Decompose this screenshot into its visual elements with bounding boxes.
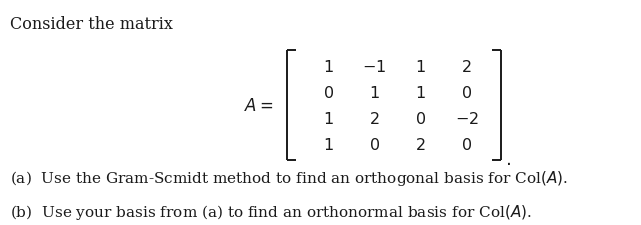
Text: $1$: $1$ bbox=[323, 110, 333, 127]
Text: (a)  Use the Gram-Scmidt method to find an orthogonal basis for Col$(A)$.: (a) Use the Gram-Scmidt method to find a… bbox=[10, 169, 568, 188]
Text: Consider the matrix: Consider the matrix bbox=[10, 16, 172, 33]
Text: $2$: $2$ bbox=[369, 110, 379, 127]
Text: $1$: $1$ bbox=[369, 84, 379, 101]
Text: $2$: $2$ bbox=[462, 58, 472, 75]
Text: $1$: $1$ bbox=[415, 84, 426, 101]
Text: $0$: $0$ bbox=[322, 84, 334, 101]
Text: $0$: $0$ bbox=[461, 84, 472, 101]
Text: .: . bbox=[506, 149, 512, 168]
Text: $-2$: $-2$ bbox=[454, 110, 479, 127]
Text: $0$: $0$ bbox=[461, 136, 472, 153]
Text: $-1$: $-1$ bbox=[362, 58, 387, 75]
Text: $2$: $2$ bbox=[415, 136, 426, 153]
Text: $1$: $1$ bbox=[323, 58, 333, 75]
Text: $1$: $1$ bbox=[323, 136, 333, 153]
Text: (b)  Use your basis from (a) to find an orthonormal basis for Col$(A)$.: (b) Use your basis from (a) to find an o… bbox=[10, 202, 531, 221]
Text: $0$: $0$ bbox=[369, 136, 380, 153]
Text: $A =$: $A =$ bbox=[244, 97, 274, 115]
Text: $0$: $0$ bbox=[415, 110, 426, 127]
Text: $1$: $1$ bbox=[415, 58, 426, 75]
